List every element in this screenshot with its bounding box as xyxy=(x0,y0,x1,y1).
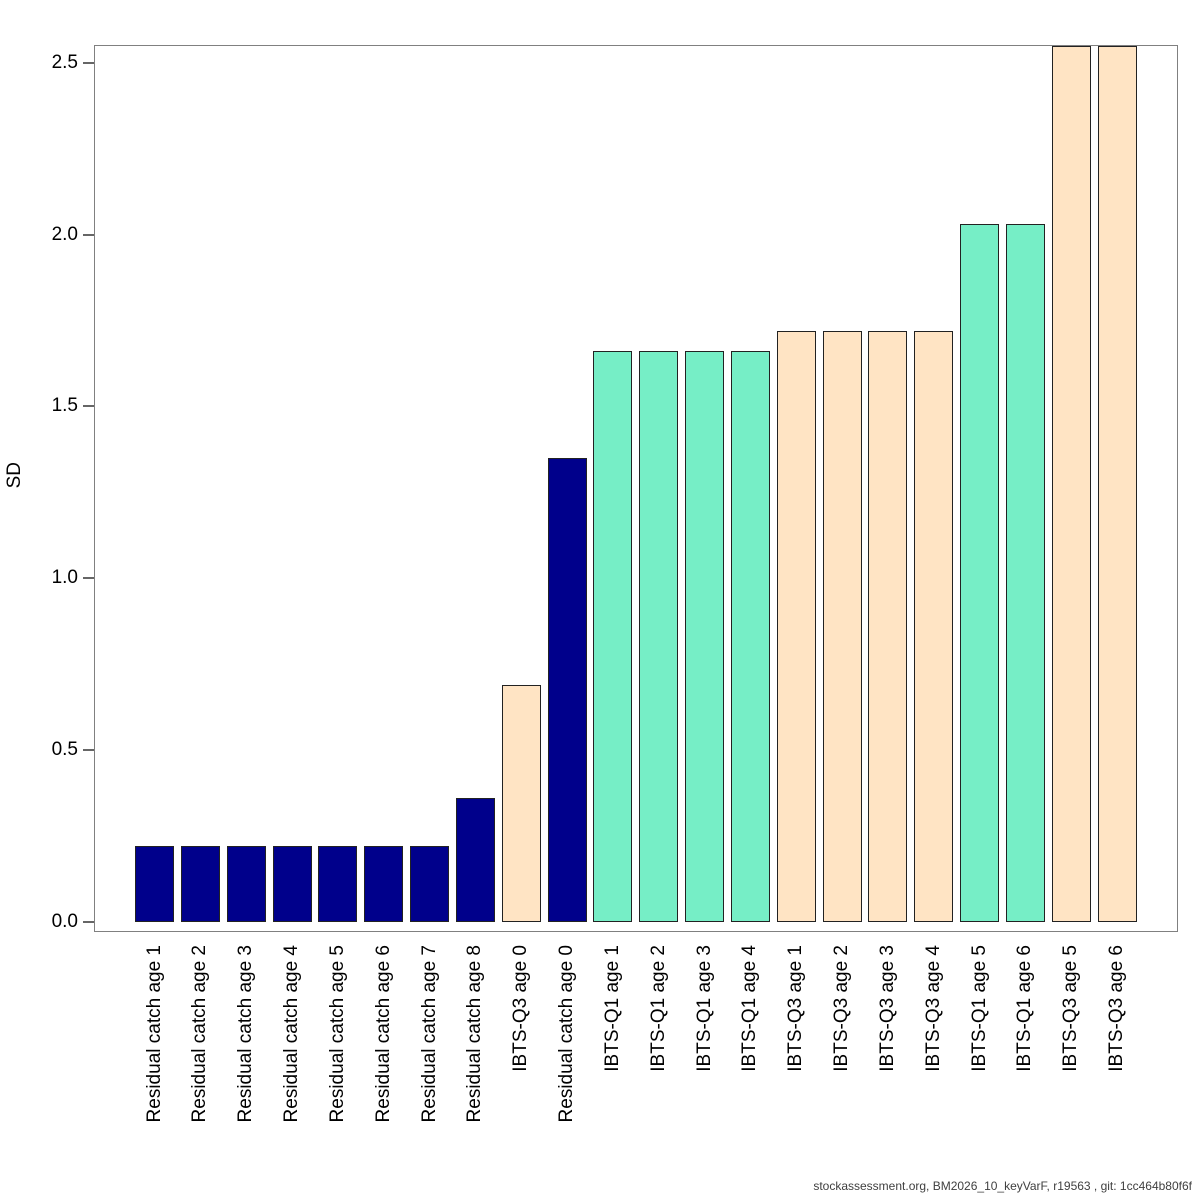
x-tick-label: Residual catch age 0 xyxy=(556,945,578,1123)
bar xyxy=(730,351,770,922)
x-tick-label: Residual catch age 6 xyxy=(372,945,394,1123)
x-tick-label: Residual catch age 8 xyxy=(464,945,486,1123)
x-tick-label: IBTS-Q1 age 1 xyxy=(601,945,623,1072)
x-tick-label: Residual catch age 4 xyxy=(281,945,303,1123)
bar xyxy=(868,330,908,922)
x-tick-label: IBTS-Q3 age 1 xyxy=(785,945,807,1072)
x-tick-label: IBTS-Q1 age 2 xyxy=(647,945,669,1072)
y-tick-label: 1.5 xyxy=(51,395,78,417)
x-tick-label: IBTS-Q3 age 4 xyxy=(922,945,944,1072)
bar xyxy=(547,457,587,922)
bar xyxy=(593,351,633,922)
bar xyxy=(914,330,954,922)
x-tick-label: IBTS-Q1 age 4 xyxy=(739,945,761,1072)
y-tick xyxy=(83,748,94,751)
x-tick-label: Residual catch age 7 xyxy=(418,945,440,1123)
bar xyxy=(501,684,541,922)
y-tick xyxy=(83,405,94,408)
bar xyxy=(1051,46,1091,922)
bar xyxy=(226,846,266,922)
bar xyxy=(135,846,174,922)
x-tick-label: Residual catch age 2 xyxy=(189,945,211,1123)
x-tick-label: IBTS-Q1 age 6 xyxy=(1014,945,1036,1072)
y-tick-label: 2.0 xyxy=(51,223,78,245)
bar xyxy=(685,351,725,922)
y-tick-label: 0.0 xyxy=(51,910,78,932)
bar xyxy=(776,330,816,922)
bar xyxy=(364,846,404,922)
bar xyxy=(455,798,495,922)
bar xyxy=(180,846,220,922)
bar xyxy=(318,846,358,922)
bar xyxy=(960,224,1000,922)
y-tick xyxy=(83,577,94,580)
bar xyxy=(410,846,450,922)
x-tick-label: IBTS-Q3 age 6 xyxy=(1106,945,1128,1072)
x-tick-label: Residual catch age 1 xyxy=(143,945,165,1123)
x-tick-label: IBTS-Q3 age 2 xyxy=(831,945,853,1072)
bar xyxy=(639,351,679,922)
x-tick-label: Residual catch age 5 xyxy=(326,945,348,1123)
y-tick xyxy=(83,920,94,923)
y-tick-label: 0.5 xyxy=(51,738,78,760)
x-tick-label: IBTS-Q1 age 3 xyxy=(693,945,715,1072)
bar xyxy=(1005,224,1045,922)
y-tick xyxy=(83,233,94,236)
x-tick-label: IBTS-Q3 age 5 xyxy=(1060,945,1082,1072)
y-axis-title: SD xyxy=(4,462,25,489)
x-tick-label: IBTS-Q1 age 5 xyxy=(968,945,990,1072)
y-tick-label: 2.5 xyxy=(51,51,78,73)
plot-area xyxy=(94,45,1178,932)
footer-note: stockassessment.org, BM2026_10_keyVarF, … xyxy=(813,1179,1192,1193)
x-tick-label: Residual catch age 3 xyxy=(235,945,257,1123)
x-tick-label: IBTS-Q3 age 0 xyxy=(510,945,532,1072)
y-tick xyxy=(83,61,94,64)
bar xyxy=(272,846,312,922)
x-tick-label: IBTS-Q3 age 3 xyxy=(876,945,898,1072)
y-tick-label: 1.0 xyxy=(51,567,78,589)
bar xyxy=(822,330,862,922)
bar xyxy=(1097,46,1137,922)
